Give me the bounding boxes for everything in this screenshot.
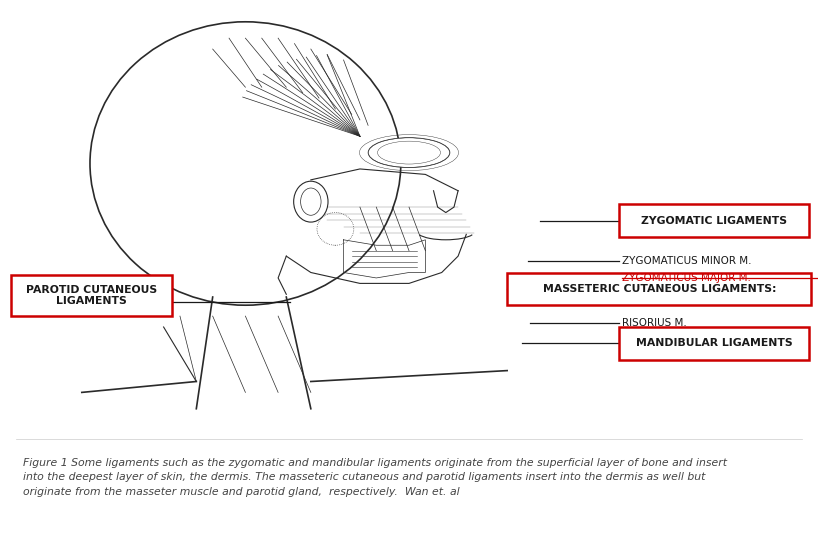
Ellipse shape — [368, 137, 450, 168]
Text: ZYGOMATICUS MINOR M.: ZYGOMATICUS MINOR M. — [622, 256, 751, 266]
Text: Figure 1 Some ligaments such as the zygomatic and mandibular ligaments originate: Figure 1 Some ligaments such as the zygo… — [23, 458, 727, 496]
Bar — [11, 275, 172, 316]
Ellipse shape — [90, 22, 401, 305]
Ellipse shape — [294, 181, 328, 222]
Text: MASSETERIC CUTANEOUS LIGAMENTS:: MASSETERIC CUTANEOUS LIGAMENTS: — [542, 284, 776, 294]
Bar — [507, 272, 811, 305]
Bar — [619, 204, 809, 237]
Bar — [619, 327, 809, 360]
Text: ZYGOMATIC LIGAMENTS: ZYGOMATIC LIGAMENTS — [641, 216, 787, 226]
Text: MANDIBULAR LIGAMENTS: MANDIBULAR LIGAMENTS — [636, 338, 793, 348]
Text: RISORIUS M.: RISORIUS M. — [622, 318, 686, 328]
Text: PAROTID CUTANEOUS
LIGAMENTS: PAROTID CUTANEOUS LIGAMENTS — [26, 285, 157, 306]
Text: ZYGOMATICUS MAJOR M.: ZYGOMATICUS MAJOR M. — [622, 273, 751, 283]
